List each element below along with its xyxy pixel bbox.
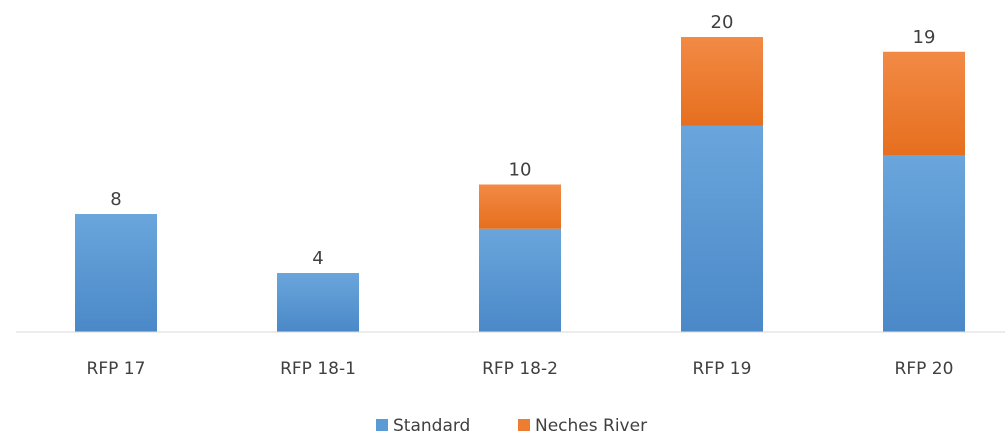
legend-label: Neches River [535, 416, 647, 436]
bar-standard-1 [277, 273, 359, 332]
legend-swatch-standard [376, 419, 388, 431]
bars-layer [75, 37, 965, 332]
bar-neches-river-4 [883, 51, 965, 155]
legend: Standard Neches River [376, 416, 647, 436]
bar-standard-2 [479, 228, 561, 332]
data-label-total: 4 [312, 248, 323, 269]
bar-neches-river-3 [681, 37, 763, 126]
category-label: RFP 18-1 [280, 359, 356, 379]
legend-swatch-neches-river [518, 419, 530, 431]
bar-standard-4 [883, 155, 965, 332]
labels-layer: 8 RFP 17 4 RFP 18-1 10 RFP 18-2 20 RFP 19 19 RFP … [87, 12, 954, 379]
bar-neches-river-2 [479, 184, 561, 229]
category-label: RFP 19 [693, 359, 752, 379]
data-label-total: 19 [913, 27, 936, 48]
bar-standard-0 [75, 214, 157, 332]
category-label: RFP 17 [87, 359, 146, 379]
category-label: RFP 18-2 [482, 359, 558, 379]
data-label-total: 8 [110, 189, 121, 210]
category-label: RFP 20 [895, 359, 954, 379]
data-label-total: 10 [509, 160, 532, 181]
legend-label: Standard [393, 416, 470, 436]
data-label-total: 20 [711, 12, 734, 33]
bar-standard-3 [681, 125, 763, 332]
